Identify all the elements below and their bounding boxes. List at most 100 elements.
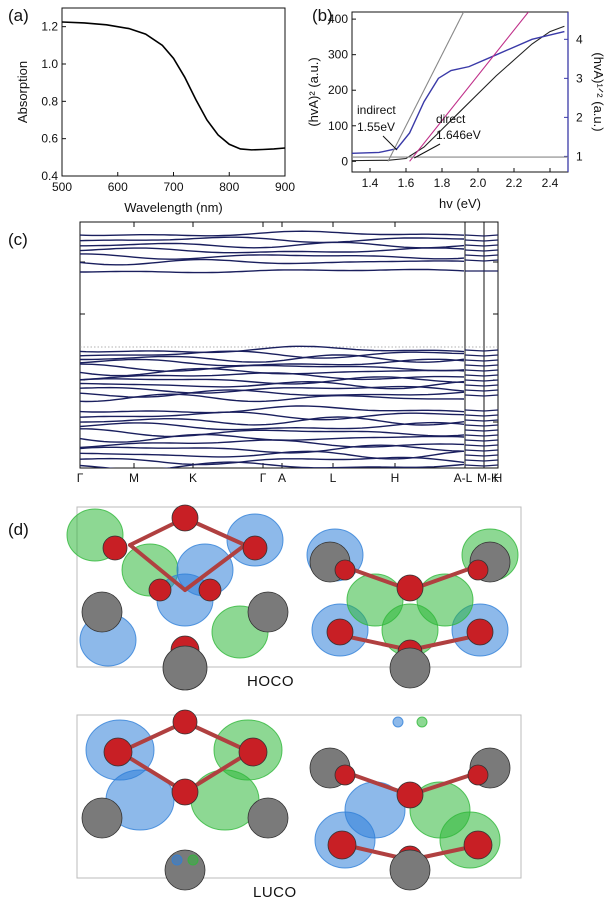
oxygen-atom	[397, 575, 423, 601]
band-line-short	[484, 455, 498, 456]
band-line-short	[465, 235, 484, 236]
oxygen-atom	[199, 579, 221, 601]
x-axis-label: Wavelength (nm)	[124, 200, 223, 215]
k-point-label: Γ	[260, 471, 267, 485]
annotation-direct-value: 1.646eV	[436, 128, 481, 142]
plot-frame	[62, 8, 285, 176]
annotation-indirect-value: 1.55eV	[357, 120, 395, 134]
oxygen-atom	[173, 710, 197, 734]
band-line-short	[484, 245, 498, 246]
y-tick-label: 0	[341, 154, 348, 168]
x-tick-label: 1.8	[434, 176, 451, 190]
band-line-short	[484, 380, 498, 381]
band-line	[80, 412, 464, 420]
band-line-short	[465, 465, 484, 466]
hoco-label: HOCO	[247, 673, 294, 690]
band-line-short	[465, 385, 484, 386]
y2-tick-label: 4	[576, 32, 583, 46]
band-line-short	[465, 360, 484, 361]
y-tick-label: 1.0	[41, 57, 58, 71]
band-line	[80, 237, 464, 242]
chart-a: 500 600 700 800 900 0.4 0.6 0.8 1.0 1.2 Wavelength…	[15, 8, 295, 215]
band-line-short	[484, 375, 498, 376]
y2-tick-label: 1	[576, 149, 583, 163]
plot-frame	[352, 12, 568, 172]
metal-atom	[165, 850, 205, 890]
bands-group	[80, 231, 498, 470]
band-line-short	[465, 255, 484, 256]
y2-tick-label: 2	[576, 110, 583, 124]
band-line-short	[465, 395, 484, 396]
orbital-lobe	[172, 855, 182, 865]
band-line-short	[484, 365, 498, 366]
oxygen-atom	[464, 831, 492, 859]
band-line-short	[484, 445, 498, 446]
band-line-short	[484, 425, 498, 426]
band-line-short	[484, 460, 498, 461]
x-tick-label: 800	[219, 180, 239, 194]
chart-b: 1.4 1.6 1.8 2.0 2.2 2.401002003004001234hv (e…	[306, 12, 604, 211]
band-line-short	[465, 260, 484, 261]
k-point-label: M	[129, 471, 139, 485]
y-tick-label: 1.2	[41, 20, 58, 34]
band-line-short	[465, 440, 484, 441]
y-tick-label: 300	[328, 48, 348, 62]
oxygen-atom	[172, 505, 198, 531]
oxygen-atom	[243, 536, 267, 560]
annotation-direct-title: direct	[436, 112, 466, 126]
metal-atom	[248, 592, 288, 632]
band-line-short	[465, 415, 484, 416]
k-point-label: A	[278, 471, 286, 485]
oxygen-atom	[468, 560, 488, 580]
band-line-short	[484, 360, 498, 361]
metal-atom	[248, 798, 288, 838]
oxygen-atom	[397, 782, 423, 808]
chart-c: Γ M K Γ A L H A-L M-KH	[77, 222, 503, 485]
x-tick-label: 700	[163, 180, 183, 194]
x-tick-label: 2.0	[470, 176, 487, 190]
oxygen-atom	[172, 779, 198, 805]
band-line	[80, 260, 464, 265]
band-line	[80, 445, 464, 453]
band-line	[80, 248, 464, 253]
band-line-short	[484, 370, 498, 371]
metal-atom	[82, 592, 122, 632]
band-line	[80, 406, 464, 413]
oxygen-atom	[335, 765, 355, 785]
band-line-short	[484, 390, 498, 391]
band-line-short	[465, 450, 484, 451]
band-line-short	[484, 240, 498, 241]
band-line	[80, 390, 464, 397]
band-line	[80, 435, 464, 443]
band-line-short	[484, 235, 498, 236]
y-tick-label: 200	[328, 83, 348, 97]
band-line-short	[484, 440, 498, 441]
band-line-short	[484, 410, 498, 411]
band-line	[80, 359, 464, 365]
band-line-short	[465, 365, 484, 366]
luco-label: LUCO	[253, 884, 297, 901]
band-line	[80, 377, 464, 384]
oxygen-atom	[467, 619, 493, 645]
x-tick-label: 1.4	[362, 176, 379, 190]
metal-atom	[390, 850, 430, 890]
band-line-short	[465, 375, 484, 376]
band-line-short	[465, 460, 484, 461]
y-axis-label: Absorption	[15, 61, 30, 123]
band-line-short	[484, 465, 498, 466]
band-line-short	[484, 355, 498, 356]
band-line-short	[465, 355, 484, 356]
band-line	[80, 462, 464, 470]
band-line-short	[465, 370, 484, 371]
oxygen-atom	[327, 619, 353, 645]
metal-atom	[390, 648, 430, 688]
x-axis-label: hv (eV)	[439, 196, 481, 211]
band-line-short	[484, 350, 498, 351]
band-line-short	[484, 255, 498, 256]
band-line-short	[484, 260, 498, 261]
k-point-label: K	[189, 471, 197, 485]
orbital-lobe	[417, 717, 427, 727]
orbital-lobe	[393, 717, 403, 727]
y-tick-label: 400	[328, 12, 348, 26]
